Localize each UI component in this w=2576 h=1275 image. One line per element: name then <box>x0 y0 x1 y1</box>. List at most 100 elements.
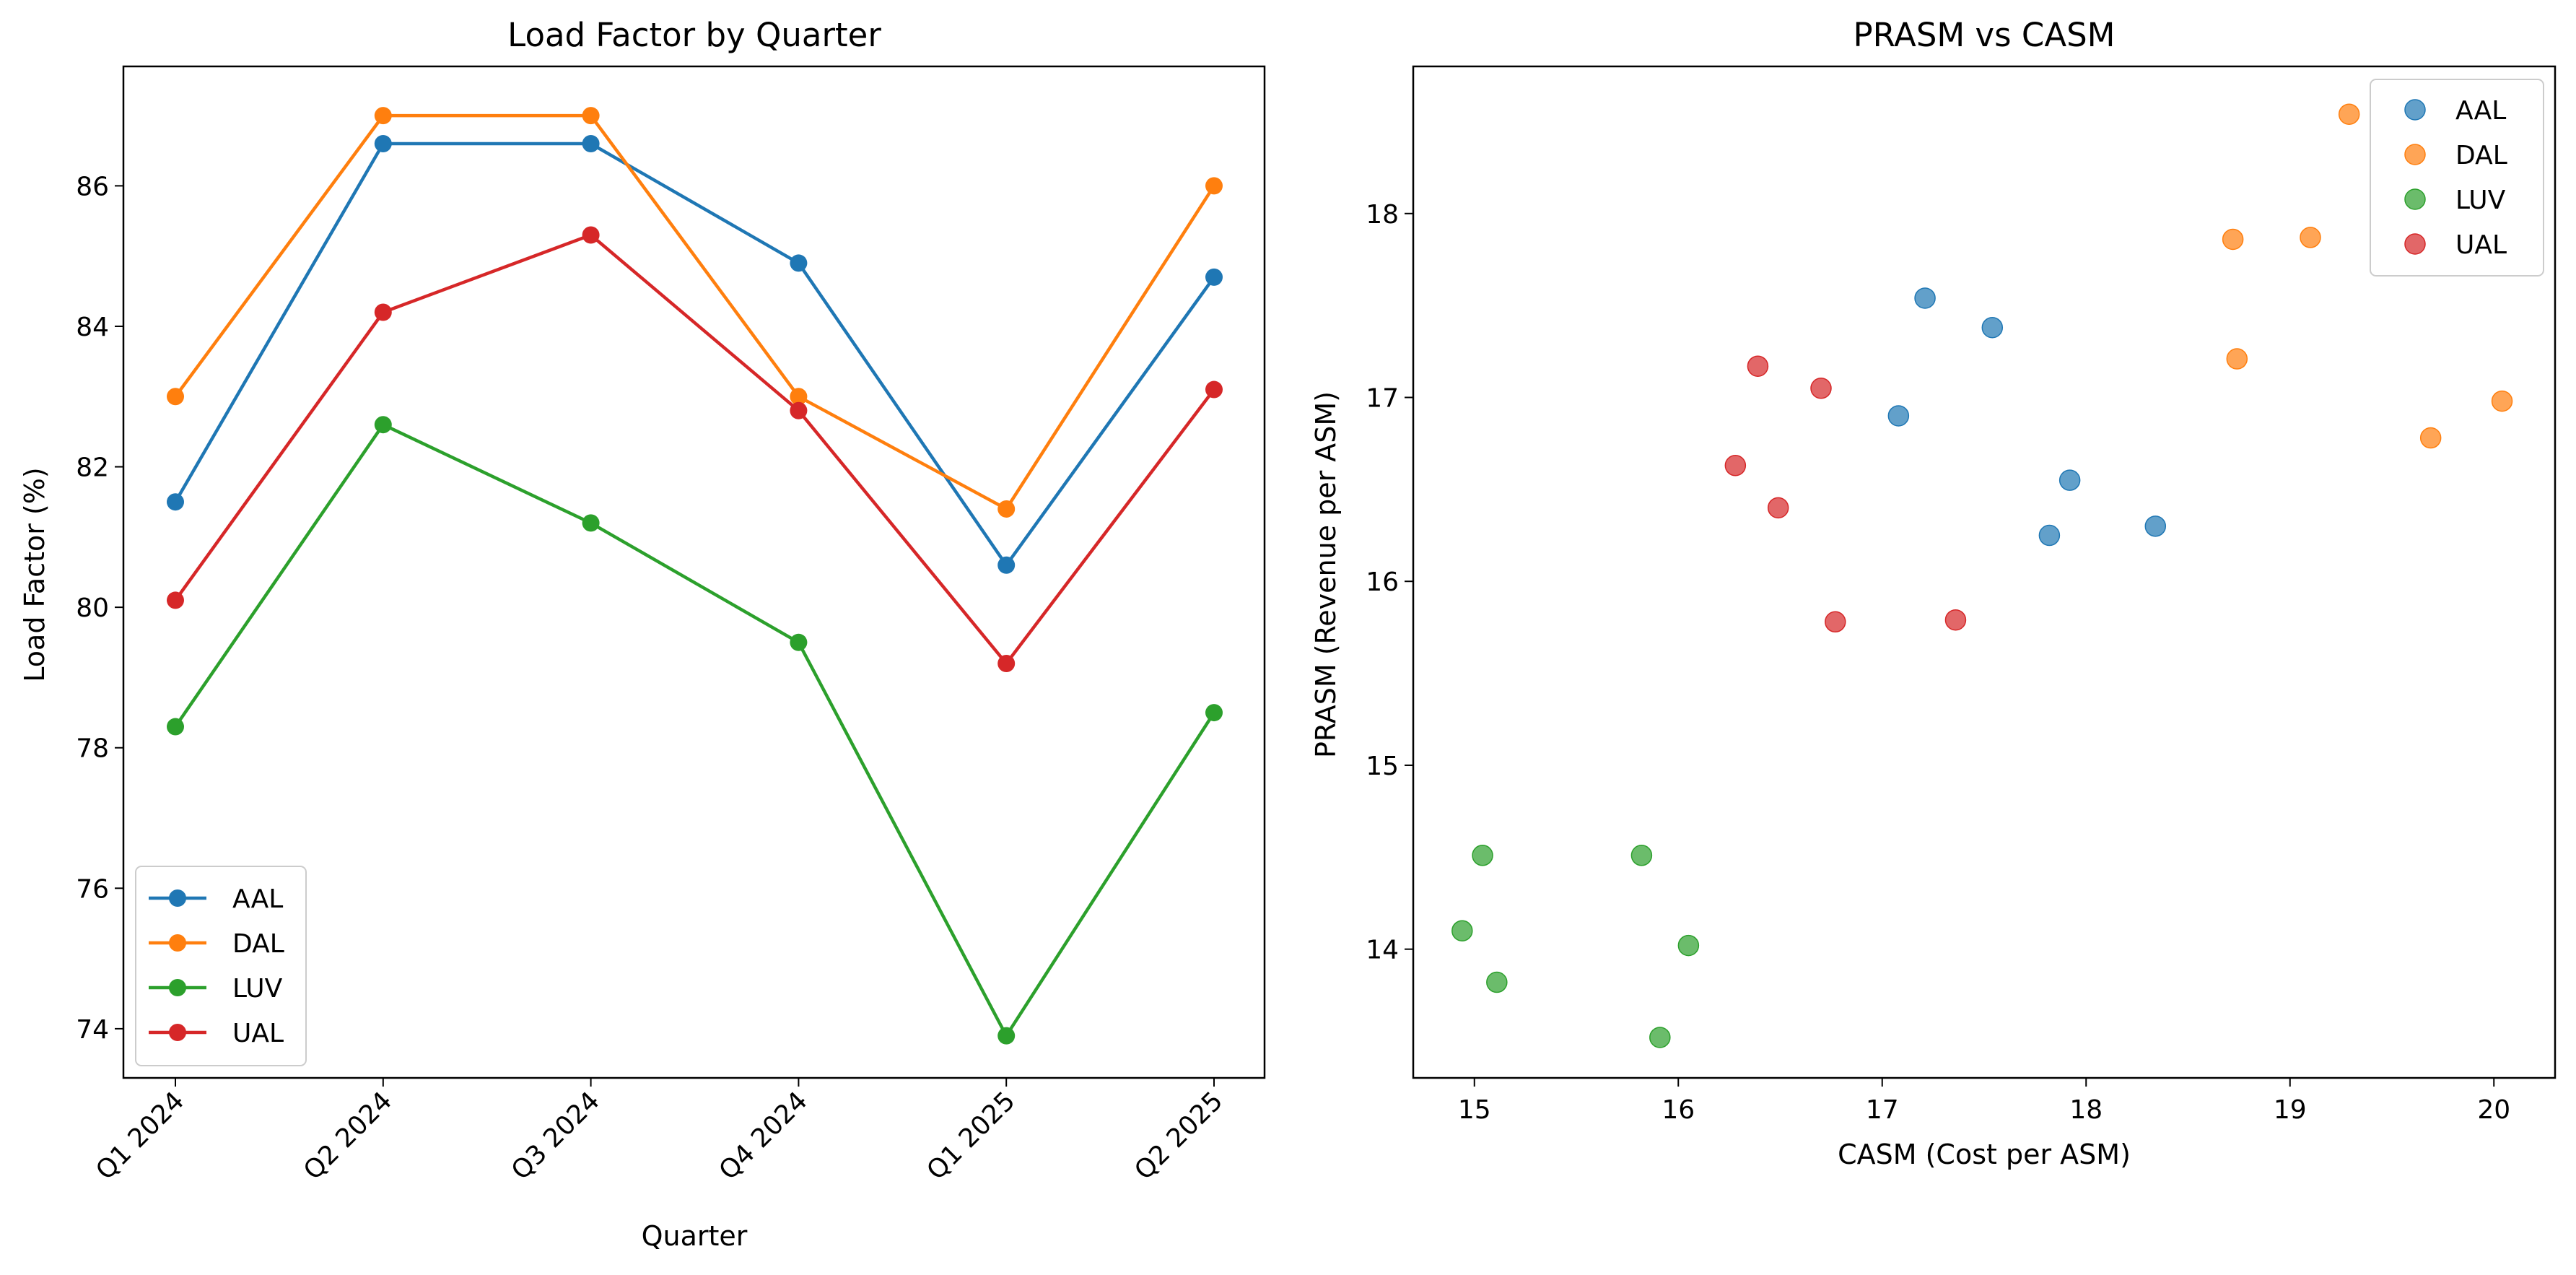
data-point-ual <box>167 591 184 609</box>
x-axis-label: CASM (Cost per ASM) <box>1838 1139 2131 1170</box>
legend-marker-dal <box>169 934 186 952</box>
scatter-point-aal <box>2058 469 2081 491</box>
x-tick-label: 19 <box>2274 1095 2307 1125</box>
legend: AAL DAL LUV UAL <box>2370 79 2544 277</box>
y-tick-label: 15 <box>1366 752 1399 781</box>
y-tick-label: 86 <box>76 172 109 201</box>
x-tick-label: 20 <box>2477 1095 2510 1125</box>
x-tick-label: 15 <box>1458 1095 1491 1125</box>
legend-label: LUV <box>232 974 283 1004</box>
legend-label: UAL <box>2455 230 2507 260</box>
scatter-point-dal <box>2338 103 2360 125</box>
legend-marker-ual <box>2404 233 2426 255</box>
prasm-casm-chart: PRASM vs CASM CASM (Cost per ASM) PRASM … <box>1310 16 2557 1170</box>
data-point-dal <box>997 500 1016 518</box>
legend-marker-luv <box>169 979 186 996</box>
legend-marker-aal <box>2404 99 2426 121</box>
scatter-point-ual <box>1825 611 1846 633</box>
data-point-luv <box>1205 704 1223 722</box>
y-axis-label: Load Factor (%) <box>19 467 51 682</box>
legend-marker-dal <box>2404 144 2426 165</box>
legend-marker-ual <box>169 1024 186 1041</box>
x-tick-label: 18 <box>2069 1095 2103 1125</box>
legend-box <box>2370 79 2544 277</box>
y-tick-label: 82 <box>76 453 109 483</box>
scatter-point-aal <box>2144 515 2167 537</box>
data-point-ual <box>374 303 392 321</box>
x-axis-label: Quarter <box>642 1220 748 1252</box>
series-line-dal <box>174 113 1215 511</box>
scatter-point-aal <box>1981 316 2004 339</box>
y-tick-label: 84 <box>76 313 109 342</box>
chart-title: PRASM vs CASM <box>1853 16 2115 54</box>
data-point-ual <box>582 226 600 244</box>
data-point-luv <box>167 718 184 736</box>
data-point-aal <box>167 493 184 511</box>
series-line-luv <box>174 422 1215 1037</box>
y-tick-label: 80 <box>76 593 109 623</box>
scatter-point-aal <box>1887 405 1910 427</box>
scatter-point-dal <box>2419 427 2442 449</box>
y-tick-label: 78 <box>76 734 109 764</box>
data-point-aal <box>1205 268 1223 286</box>
y-tick-label: 74 <box>76 1015 109 1045</box>
scatter-point-dal <box>2222 228 2244 251</box>
data-point-luv <box>997 1027 1016 1045</box>
scatter-point-ual <box>1724 455 1747 477</box>
y-tick-label: 16 <box>1366 567 1399 597</box>
scatter-point-dal <box>2226 348 2248 370</box>
legend-marker-aal <box>169 889 186 907</box>
scatter-point-luv <box>1451 920 1473 941</box>
legend-label: LUV <box>2455 186 2506 215</box>
y-tick-label: 76 <box>76 874 109 904</box>
data-point-luv <box>582 514 600 532</box>
scatter-point-luv <box>1649 1027 1671 1048</box>
data-point-dal <box>790 388 808 406</box>
scatter-point-aal <box>1914 287 1936 309</box>
x-tick-label: 16 <box>1662 1095 1695 1125</box>
data-point-luv <box>374 416 392 434</box>
axes-frame <box>122 65 1266 1079</box>
data-point-ual <box>997 654 1016 672</box>
scatter-point-luv <box>1677 934 1700 957</box>
scatter-point-luv <box>1486 971 1508 993</box>
legend-label: AAL <box>232 884 283 914</box>
scatter-point-luv <box>1630 845 1653 866</box>
legend: AAL DAL LUV UAL <box>135 866 307 1066</box>
series-line-ual <box>174 233 1215 666</box>
y-tick-label: 17 <box>1366 384 1399 414</box>
scatter-point-ual <box>1944 609 1967 631</box>
data-point-dal <box>1205 177 1223 195</box>
data-point-dal <box>167 388 184 406</box>
legend-marker-luv <box>2404 188 2426 210</box>
data-point-aal <box>374 135 392 153</box>
legend-label: DAL <box>2455 141 2507 170</box>
data-point-dal <box>374 107 392 125</box>
legend-label: UAL <box>232 1019 284 1048</box>
y-tick-label: 14 <box>1366 936 1399 965</box>
x-tick-label: 17 <box>1866 1095 1899 1125</box>
scatter-point-dal <box>2300 227 2321 248</box>
axes-frame <box>1412 65 2557 1079</box>
legend-label: DAL <box>232 929 284 959</box>
data-point-aal <box>997 556 1016 574</box>
scatter-point-luv <box>1472 845 1493 866</box>
chart-title: Load Factor by Quarter <box>507 16 881 54</box>
y-axis-label: PRASM (Revenue per ASM) <box>1310 391 1342 758</box>
scatter-point-aal <box>2038 524 2061 547</box>
scatter-point-ual <box>1747 355 1769 377</box>
scatter-point-ual <box>1767 497 1789 519</box>
legend-box <box>135 866 307 1066</box>
legend-label: AAL <box>2455 96 2506 126</box>
y-tick-label: 18 <box>1366 200 1399 230</box>
data-point-ual <box>790 401 808 419</box>
scatter-point-ual <box>1810 378 1832 399</box>
plot-area: 14 15 16 17 18 15 16 17 18 19 20 AAL DAL LUV UAL <box>1366 65 2557 1125</box>
data-point-luv <box>790 633 808 651</box>
data-point-dal <box>582 107 600 125</box>
scatter-point-dal <box>2491 390 2513 412</box>
data-point-aal <box>582 135 600 153</box>
data-point-ual <box>1205 380 1223 399</box>
